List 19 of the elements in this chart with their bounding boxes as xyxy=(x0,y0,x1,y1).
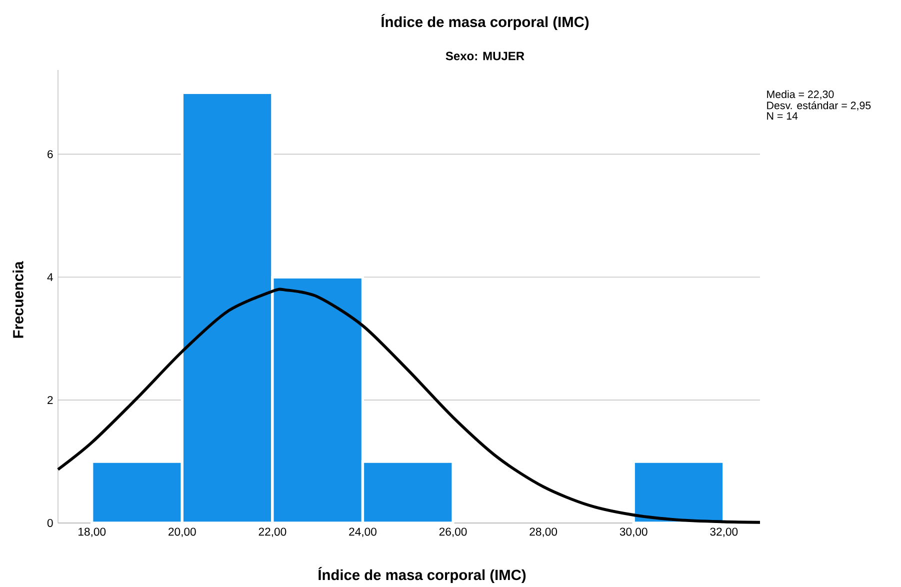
text: Desv. estándar = 2,95 xyxy=(767,101,871,110)
x-tick-label: 18,00 xyxy=(78,527,106,537)
x-tick-label: 22,00 xyxy=(258,527,286,537)
y-tick-label: 6 xyxy=(48,150,53,158)
x-tick-label: 28,00 xyxy=(530,527,558,537)
x-tick-label: 32,00 xyxy=(710,527,738,537)
x-axis-title: Índice de masa corporal (IMC) xyxy=(318,566,526,583)
y-tick-label: 0 xyxy=(47,518,53,527)
text: N = 14 xyxy=(767,112,798,120)
text: Media = 22,30 xyxy=(767,90,834,100)
y-tick-label: 2 xyxy=(48,396,53,404)
chart-title: Índice de masa corporal (IMC) xyxy=(381,14,589,30)
x-tick-label: 30,00 xyxy=(620,527,648,537)
y-axis-title: Frecuencia xyxy=(12,260,24,338)
x-tick-label: 24,00 xyxy=(349,527,376,537)
x-tick-label: 26,00 xyxy=(439,527,467,537)
y-tick-label: 4 xyxy=(47,273,53,281)
x-tick-label: 20,00 xyxy=(168,527,196,537)
chart-subtitle: Sexo: MUJER xyxy=(446,52,524,60)
